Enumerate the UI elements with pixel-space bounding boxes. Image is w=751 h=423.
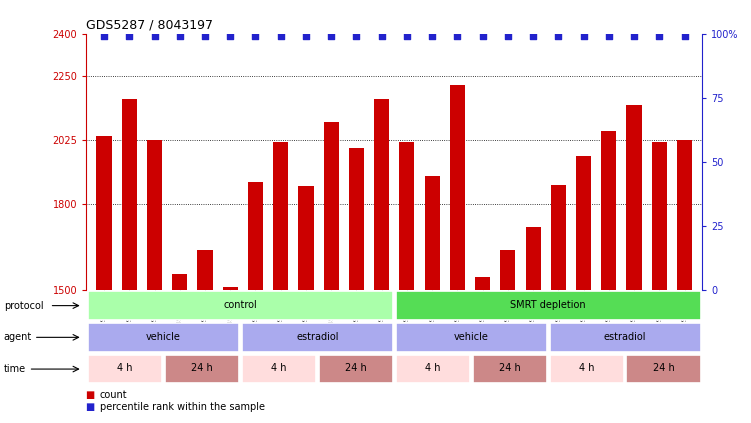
Point: [451, 33, 463, 40]
Text: count: count: [100, 390, 128, 400]
Bar: [88, 291, 393, 320]
Bar: [88, 355, 162, 383]
Bar: [298, 186, 313, 290]
Point: [149, 33, 161, 40]
Text: agent: agent: [4, 332, 32, 342]
Text: ■: ■: [86, 402, 98, 412]
Text: vehicle: vehicle: [454, 332, 489, 342]
Text: GDS5287 / 8043197: GDS5287 / 8043197: [86, 18, 213, 31]
Point: [653, 33, 665, 40]
Text: time: time: [4, 364, 26, 374]
Text: SMRT depletion: SMRT depletion: [511, 300, 586, 310]
Bar: [475, 277, 490, 290]
Bar: [500, 250, 515, 290]
Bar: [576, 156, 591, 290]
Bar: [424, 176, 439, 290]
Point: [628, 33, 640, 40]
Text: 4 h: 4 h: [117, 363, 133, 374]
Bar: [396, 355, 470, 383]
Bar: [248, 182, 263, 290]
Point: [401, 33, 413, 40]
Text: 4 h: 4 h: [579, 363, 595, 374]
Bar: [222, 287, 238, 290]
Point: [249, 33, 261, 40]
Text: 4 h: 4 h: [425, 363, 441, 374]
Bar: [349, 148, 364, 290]
Bar: [626, 355, 701, 383]
Bar: [526, 227, 541, 290]
Bar: [550, 355, 624, 383]
Bar: [550, 184, 566, 290]
Point: [552, 33, 564, 40]
Bar: [472, 355, 547, 383]
Bar: [242, 355, 316, 383]
Text: vehicle: vehicle: [146, 332, 181, 342]
Bar: [172, 274, 187, 290]
Point: [351, 33, 363, 40]
Point: [225, 33, 237, 40]
Bar: [374, 99, 389, 290]
Point: [173, 33, 185, 40]
Text: control: control: [224, 300, 257, 310]
Bar: [273, 142, 288, 290]
Bar: [400, 142, 415, 290]
Point: [199, 33, 211, 40]
Bar: [396, 323, 547, 352]
Point: [123, 33, 135, 40]
Bar: [88, 323, 239, 352]
Text: protocol: protocol: [4, 301, 44, 310]
Bar: [550, 323, 701, 352]
Point: [678, 33, 690, 40]
Text: 24 h: 24 h: [653, 363, 674, 374]
Text: percentile rank within the sample: percentile rank within the sample: [100, 402, 265, 412]
Text: ■: ■: [86, 390, 98, 400]
Point: [376, 33, 388, 40]
Bar: [677, 140, 692, 290]
Bar: [652, 142, 667, 290]
Bar: [96, 136, 112, 290]
Point: [527, 33, 539, 40]
Text: 24 h: 24 h: [345, 363, 366, 374]
Point: [578, 33, 590, 40]
Text: 24 h: 24 h: [191, 363, 213, 374]
Point: [477, 33, 489, 40]
Point: [603, 33, 615, 40]
Text: estradiol: estradiol: [604, 332, 647, 342]
Bar: [242, 323, 393, 352]
Bar: [164, 355, 239, 383]
Bar: [147, 140, 162, 290]
Point: [502, 33, 514, 40]
Point: [300, 33, 312, 40]
Bar: [318, 355, 393, 383]
Bar: [626, 105, 641, 290]
Bar: [396, 291, 701, 320]
Point: [98, 33, 110, 40]
Point: [275, 33, 287, 40]
Text: 24 h: 24 h: [499, 363, 520, 374]
Point: [325, 33, 337, 40]
Bar: [450, 85, 465, 290]
Text: 4 h: 4 h: [271, 363, 287, 374]
Bar: [602, 131, 617, 290]
Text: estradiol: estradiol: [296, 332, 339, 342]
Point: [426, 33, 438, 40]
Bar: [324, 122, 339, 290]
Bar: [198, 250, 213, 290]
Bar: [122, 99, 137, 290]
